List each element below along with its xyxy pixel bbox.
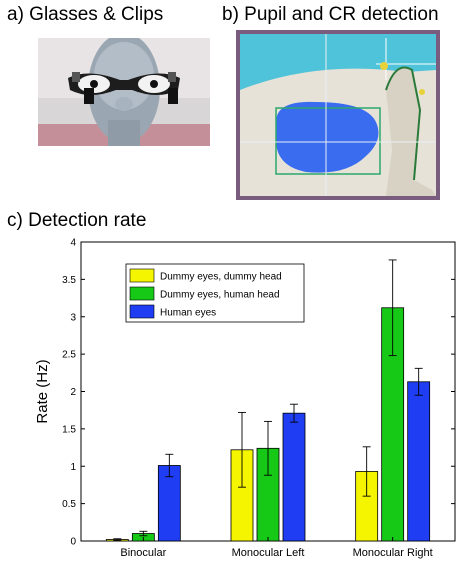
- legend-label: Human eyes: [160, 308, 216, 319]
- panel-a-title: a) Glasses & Clips: [7, 4, 164, 25]
- chart-legend: Dummy eyes, dummy head Dummy eyes, human …: [125, 263, 305, 323]
- legend-swatch: [129, 286, 155, 301]
- y-tick-label: 2: [70, 387, 76, 398]
- y-tick-label: 1.5: [62, 424, 76, 435]
- y-tick-label: 3: [70, 312, 76, 323]
- legend-box: [125, 263, 305, 323]
- x-axis-labels: Binocular Monocular Left Monocular Right: [120, 537, 433, 559]
- glasses-photo-image: [38, 38, 210, 146]
- y-tick-label: 0: [70, 537, 76, 548]
- legend-label: Dummy eyes, human head: [160, 290, 280, 301]
- y-tick-label: 2.5: [62, 350, 76, 361]
- detection-photo: [236, 30, 440, 200]
- y-tick-label: 0.5: [62, 499, 76, 510]
- y-tick-label: 1: [70, 462, 76, 473]
- x-tick-label: Binocular: [120, 547, 166, 559]
- glasses-photo: [38, 38, 210, 146]
- legend-label: Dummy eyes, dummy head: [160, 272, 282, 283]
- error-bar-group: [113, 259, 423, 541]
- bar: [282, 412, 306, 542]
- bar: [407, 381, 431, 542]
- y-axis-label: Rate (Hz): [34, 359, 51, 423]
- y-tick-label: 4: [70, 238, 76, 249]
- panel-c-title: c) Detection rate: [7, 210, 147, 231]
- legend-swatch: [129, 268, 155, 283]
- detection-photo-image: [236, 30, 440, 200]
- panel-b-title: b) Pupil and CR detection: [222, 4, 439, 25]
- bar-group: [105, 307, 431, 542]
- y-axis-ticks: 0 0.5 1 1.5 2 2.5 3 3.5 4: [62, 238, 455, 548]
- x-tick-label: Monocular Left: [232, 547, 305, 559]
- legend-swatch: [129, 304, 155, 319]
- x-tick-label: Monocular Right: [353, 547, 433, 559]
- y-tick-label: 3.5: [62, 275, 76, 286]
